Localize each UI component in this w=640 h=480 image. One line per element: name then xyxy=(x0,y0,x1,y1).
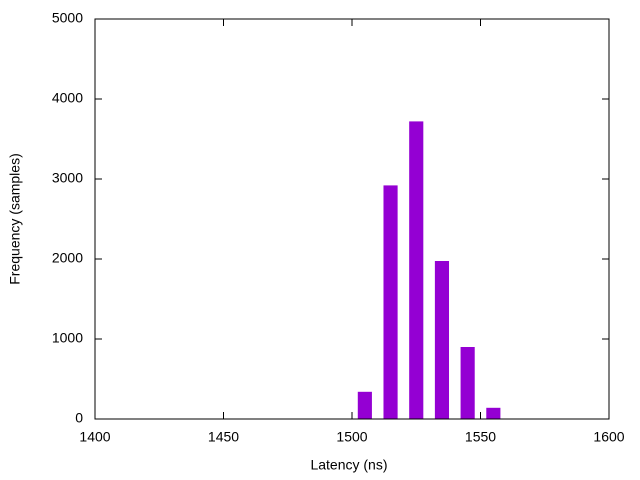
y-tick-label: 3000 xyxy=(52,170,83,186)
x-tick-label: 1450 xyxy=(208,429,239,445)
bar xyxy=(486,407,501,419)
y-axis-label: Frequency (samples) xyxy=(7,153,23,285)
bar xyxy=(434,261,450,419)
bar xyxy=(460,347,475,419)
y-tick-label: 4000 xyxy=(52,90,83,106)
bar xyxy=(357,391,372,419)
y-tick-label: 1000 xyxy=(52,330,83,346)
x-tick-label: 1600 xyxy=(593,429,624,445)
y-tick-label: 2000 xyxy=(52,250,83,266)
x-tick-label: 1500 xyxy=(336,429,367,445)
x-tick-label: 1550 xyxy=(465,429,496,445)
bar xyxy=(383,185,398,419)
y-tick-label: 0 xyxy=(75,410,83,426)
y-tick-label: 5000 xyxy=(52,10,83,26)
x-axis-label: Latency (ns) xyxy=(310,457,387,473)
x-tick-label: 1400 xyxy=(79,429,110,445)
bar xyxy=(409,121,424,420)
plot-frame xyxy=(94,18,610,420)
